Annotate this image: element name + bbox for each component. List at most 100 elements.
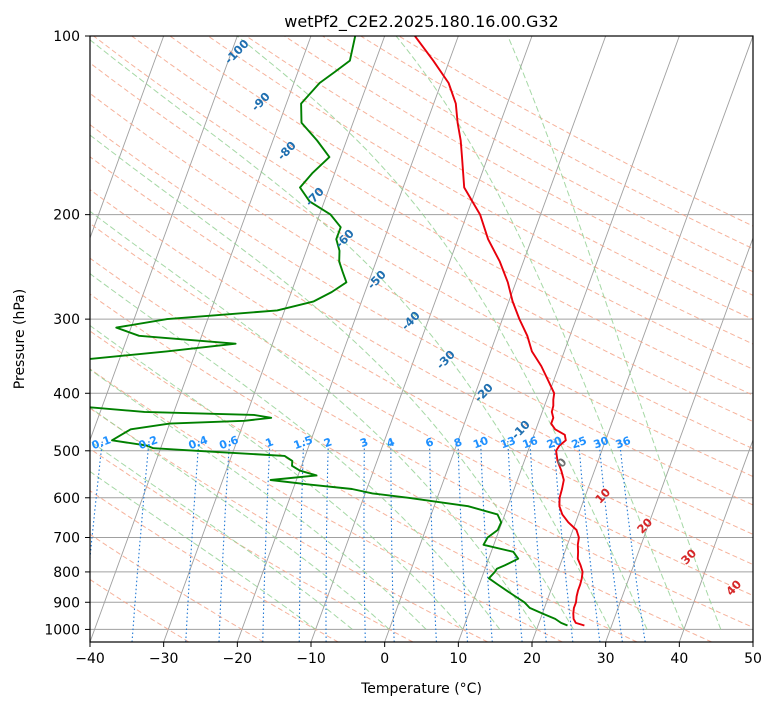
mixing-ratio-line [428,440,437,642]
mixing-ratio-label: 6 [424,435,436,450]
mixing-ratio-line [131,440,150,642]
dry-adiabat-line [245,36,753,320]
mixing-ratio-label: 2 [322,435,334,450]
mixing-ratio-line [480,440,493,642]
x-tick-label: −40 [75,651,105,667]
dry-adiabat-line [284,36,753,296]
isotherm-line [531,36,753,642]
x-tick-label: 40 [670,651,688,667]
plot-frame [89,35,754,643]
mixing-ratio-line [363,440,366,642]
mixing-ratio-line [529,440,547,642]
isotherm-line [90,36,165,240]
y-tick-label: 800 [53,565,80,581]
x-tick-label: −10 [296,651,326,667]
dry-adiabat-line [93,36,753,423]
y-tick-label: 200 [53,208,80,224]
dry-adiabat-line [90,222,753,597]
mixing-ratio-label: 0.2 [137,433,160,452]
mixing-ratio-label: 13 [499,434,518,451]
y-tick-label: 900 [53,595,80,611]
x-tick-label: 30 [597,651,615,667]
mixing-ratio-line [185,440,200,642]
mixing-ratio-line [553,440,574,642]
mixing-ratio-line [598,440,623,642]
dry-adiabat-line [90,448,414,642]
mixing-ratio-label: 8 [452,435,464,450]
isotherm-line [163,36,386,642]
y-tick-label: 300 [53,312,80,328]
x-tick-label: 0 [380,651,389,667]
y-tick-label: 500 [53,444,80,460]
mixing-ratio-label: 0.4 [187,433,210,452]
sounding-profiles [90,36,585,627]
moist-adiabat-line [90,134,574,630]
mixing-ratio-label: 1.5 [292,433,315,452]
y-tick-label: 600 [53,491,80,507]
x-tick-label: −20 [223,651,253,667]
isotherm-line [384,36,607,642]
dry-adiabat-line [90,368,563,642]
y-tick-label: 1000 [44,622,80,638]
dry-adiabat-line [90,124,753,506]
x-tick-label: −30 [149,651,179,667]
isotherm-line [90,36,312,642]
y-axis-title: Pressure (hPa) [12,289,28,389]
moist-adiabat-line [395,36,685,630]
dry-adiabat-line [90,156,753,535]
mixing-ratio-line [577,440,601,642]
mixing-ratio-label: 0.6 [217,433,240,452]
dry-adiabat-line [90,189,753,566]
moist-adiabat-line [90,406,390,630]
chart-title: wetPf2_C2E2.2025.180.16.00.G32 [284,12,558,32]
mixing-ratio-label: 30 [592,434,611,452]
mixing-ratio-line [262,440,271,642]
x-axis-title: Temperature (°C) [360,681,482,697]
mixing-ratio-label: 3 [358,435,370,450]
x-tick-label: 50 [744,651,762,667]
axes: −40 −30 −20 −10 0 10 20 30 40 5010020030040050060… [44,29,762,667]
isotherm-line [678,438,753,642]
mixing-ratio-line [618,440,646,642]
moist-adiabat-line [90,324,464,630]
moist-adiabat-line [90,210,538,630]
background-lines [90,36,753,642]
mixing-ratio-line [507,440,523,642]
moist-adiabat-line [236,36,648,630]
dry-adiabat-line [90,533,264,642]
mixing-ratio-line [390,440,395,642]
mixing-ratio-line [457,440,469,642]
isotherm-line [457,36,680,642]
mixing-ratio-line [218,440,231,642]
x-tick-label: 20 [523,651,541,667]
x-tick-label: 10 [449,651,467,667]
mixing-ratio-label: 16 [521,434,540,452]
temperature-line [414,36,585,627]
y-tick-label: 700 [53,531,80,547]
moist-adiabat-line [90,273,501,630]
mixing-ratio-label: 10 [471,434,490,452]
dry-adiabat-line [90,62,753,450]
dry-adiabat-line [90,92,753,478]
dry-adiabat-line [90,407,488,642]
mixing-ratio-line [298,440,305,642]
mixing-ratio-label: 1 [264,435,276,450]
y-tick-label: 400 [53,386,80,402]
mixing-ratio-label: 20 [545,434,564,452]
mixing-ratio-label: 25 [570,434,589,451]
dewpoint-line [90,36,568,627]
y-tick-label: 100 [53,29,80,45]
isotherm-line [90,36,238,442]
dry-adiabat-line [90,293,712,642]
mixing-ratio-line [325,440,329,642]
isotherm-line [236,36,459,642]
isotherm-line [605,236,753,642]
moist-adiabat-line [90,440,353,630]
moist-adiabat-line [507,36,722,630]
mixing-ratio-label: 0.1 [90,433,113,452]
dry-adiabat-line [131,36,753,396]
mixing-ratio-label: 36 [614,434,633,452]
dry-adiabat-line [90,257,753,628]
mixing-ratio-label: 4 [385,435,397,450]
